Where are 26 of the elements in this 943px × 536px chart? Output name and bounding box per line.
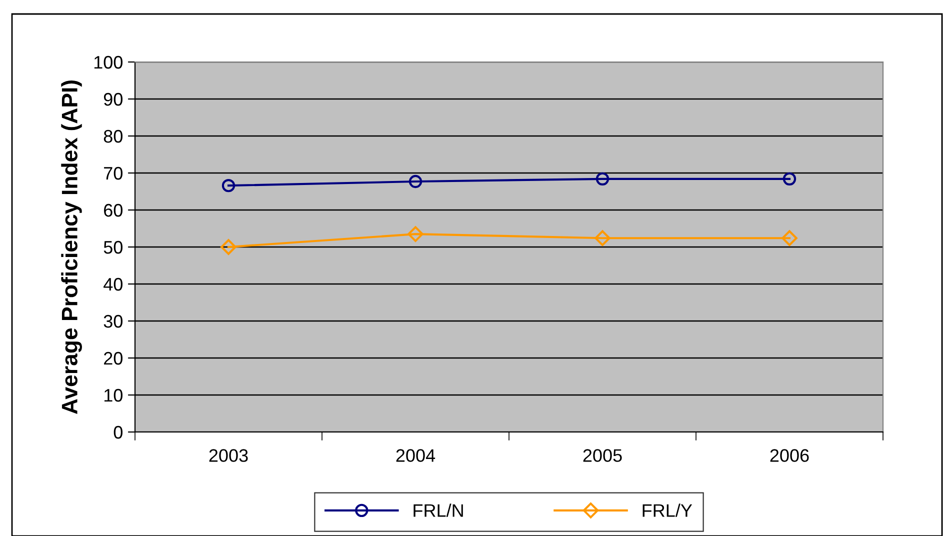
x-tick-label: 2006 xyxy=(770,449,809,462)
legend-label: FRL/N xyxy=(414,504,463,517)
y-tick-label: 60 xyxy=(104,204,122,217)
x-tick-label: 2003 xyxy=(209,449,248,462)
y-tick-label: 30 xyxy=(104,314,122,328)
y-tick-label: 0 xyxy=(114,426,122,439)
y-tick-label: 10 xyxy=(104,388,122,402)
point xyxy=(220,239,236,255)
y-tick-label: 100 xyxy=(94,56,122,69)
y-tick-label: 80 xyxy=(104,130,122,143)
point xyxy=(782,172,796,186)
y-tick-label: 40 xyxy=(104,278,122,291)
point xyxy=(222,178,236,192)
y-tick-label: 90 xyxy=(104,92,122,106)
point xyxy=(596,172,610,186)
point xyxy=(408,226,424,242)
y-tick-label: 50 xyxy=(104,240,122,254)
y-axis-title: Average Proficiency Index (API) xyxy=(61,80,82,414)
x-tick-label: 2005 xyxy=(583,449,622,462)
legend-label: FRL/Y xyxy=(642,504,692,517)
point xyxy=(594,230,610,246)
point xyxy=(408,174,422,188)
x-tick-label: 2004 xyxy=(396,449,436,462)
y-tick-label: 70 xyxy=(104,166,122,180)
point xyxy=(782,230,798,246)
y-tick-label: 20 xyxy=(104,352,122,365)
